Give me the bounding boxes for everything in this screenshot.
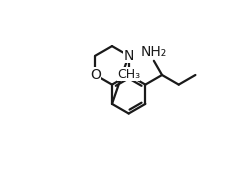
Text: NH₂: NH₂ — [141, 45, 167, 59]
Text: O: O — [90, 68, 101, 82]
Text: N: N — [124, 49, 134, 63]
Text: CH₃: CH₃ — [117, 68, 140, 80]
